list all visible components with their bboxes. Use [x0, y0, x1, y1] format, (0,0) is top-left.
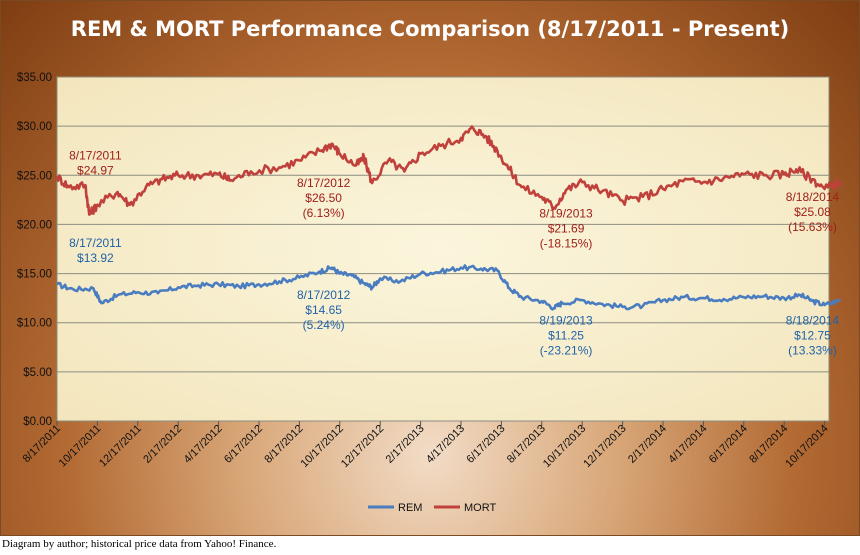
annotation-rem: 8/17/2011 $13.92 [69, 236, 122, 265]
annotation-line: $25.08 [794, 205, 831, 219]
legend-label-mort: MORT [464, 502, 496, 514]
x-tick-label: 12/17/2013 [581, 423, 628, 470]
y-tick-label: $5.00 [23, 367, 52, 379]
annotation-line: $13.92 [77, 251, 114, 265]
x-tick-label: 10/17/2014 [783, 423, 830, 470]
annotation-line: $12.75 [794, 329, 831, 343]
annotation-line: (15.63%) [788, 220, 837, 234]
x-tick-label: 8/17/2011 [21, 423, 64, 466]
annotation-line: 8/19/2013 [539, 207, 593, 221]
annotation-line: (6.13%) [303, 206, 345, 220]
annotation-rem: 8/17/2012 $14.65 (5.24%) [297, 288, 351, 332]
x-tick-label: 12/17/2012 [339, 423, 386, 470]
annotation-line: (13.33%) [788, 344, 837, 358]
annotation-line: (5.24%) [303, 318, 345, 332]
x-tick-label: 8/17/2014 [747, 423, 790, 466]
annotation-line: (-18.15%) [540, 237, 593, 251]
x-tick-label: 12/17/2011 [97, 423, 144, 470]
legend-label-rem: REM [398, 502, 422, 514]
annotation-rem: 8/19/2013 $11.25 (-23.21%) [539, 314, 593, 358]
annotation-line: $14.65 [305, 303, 342, 317]
x-tick-label: 2/17/2013 [384, 423, 427, 466]
annotation-line: 8/19/2013 [539, 314, 593, 328]
x-tick-label: 2/17/2014 [626, 423, 669, 466]
x-tick-label: 6/17/2013 [464, 423, 507, 466]
annotation-line: $11.25 [548, 329, 584, 343]
plot-area [56, 76, 830, 422]
annotation-line: 8/18/2014 [786, 190, 840, 204]
x-tick-label: 6/17/2012 [222, 423, 265, 466]
y-tick-label: $35.00 [17, 72, 52, 84]
y-tick-label: $25.00 [17, 170, 52, 182]
x-tick-label: 10/17/2012 [299, 423, 346, 470]
annotation-line: 8/17/2011 [69, 236, 122, 250]
annotation-line: 8/17/2012 [297, 176, 351, 190]
chart-title: REM & MORT Performance Comparison (8/17/… [71, 17, 789, 41]
y-tick-label: $15.00 [17, 269, 52, 281]
series-line-mort [55, 125, 843, 216]
y-tick-label: $0.00 [23, 416, 52, 428]
x-tick-label: 8/17/2012 [262, 423, 305, 466]
annotation-line: (-23.21%) [540, 344, 593, 358]
annotation-line: 8/17/2012 [297, 288, 351, 302]
series-line-rem [56, 264, 842, 311]
annotation-line: $26.50 [305, 191, 342, 205]
y-tick-label: $30.00 [17, 121, 52, 133]
annotation-line: 8/18/2014 [786, 314, 840, 328]
x-tick-label: 8/17/2013 [505, 423, 548, 466]
annotation-line: 8/17/2011 [69, 149, 122, 163]
annotation-line: $24.97 [77, 164, 114, 178]
annotation-mort: 8/17/2012 $26.50 (6.13%) [297, 176, 351, 220]
y-tick-label: $10.00 [17, 318, 52, 330]
x-tick-label: 10/17/2013 [541, 423, 588, 470]
x-tick-label: 4/17/2012 [182, 423, 225, 466]
y-tick-label: $20.00 [17, 219, 52, 231]
annotation-line: $21.69 [548, 222, 585, 236]
caption: Diagram by author; historical price data… [2, 538, 277, 550]
annotation-rem: 8/18/2014 $12.75 (13.33%) [786, 314, 840, 358]
annotation-mort: 8/17/2011 $24.97 [69, 149, 122, 178]
performance-chart: REM & MORT Performance Comparison (8/17/… [16, 17, 843, 514]
annotation-mort: 8/18/2014 $25.08 (15.63%) [786, 190, 840, 234]
x-tick-label: 6/17/2014 [707, 423, 750, 466]
x-tick-label: 4/17/2013 [424, 423, 467, 466]
x-tick-label: 4/17/2014 [666, 423, 709, 466]
x-tick-label: 10/17/2011 [57, 423, 104, 470]
x-tick-label: 2/17/2012 [141, 423, 184, 466]
annotation-mort: 8/19/2013 $21.69 (-18.15%) [539, 207, 593, 251]
